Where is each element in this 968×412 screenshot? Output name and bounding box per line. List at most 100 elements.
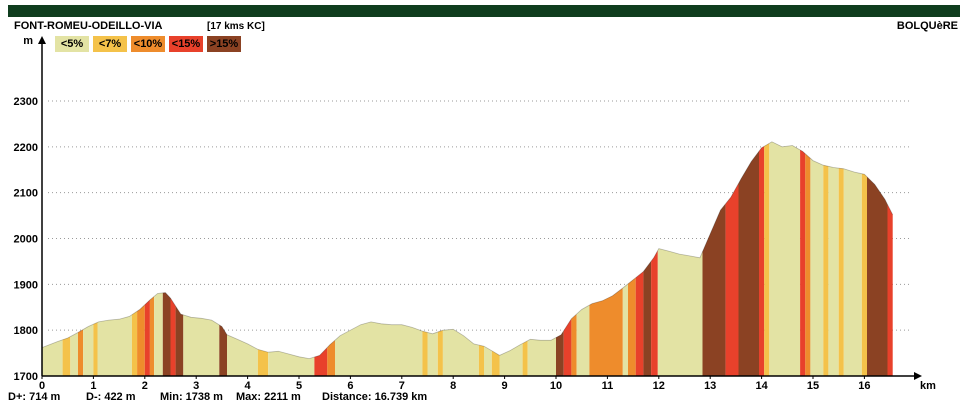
x-tick-label-14: 14	[755, 380, 768, 392]
grade-segment-46	[738, 151, 759, 376]
legend-item-1: <7%	[93, 36, 127, 52]
x-tick-label-7: 7	[399, 380, 405, 392]
grade-segment-34	[563, 318, 572, 376]
x-tick-label-12: 12	[653, 380, 665, 392]
grade-segment-38	[622, 283, 628, 376]
legend-item-4: >15%	[207, 36, 241, 52]
grade-segment-25	[437, 330, 443, 376]
grade-segment-54	[828, 166, 839, 376]
start-location-label: FONT-ROMEU-ODEILLO-VIA	[14, 20, 163, 32]
grade-segment-4	[83, 324, 94, 376]
grade-segment-13	[170, 298, 176, 376]
grade-segment-56	[843, 168, 862, 376]
grade-segment-36	[576, 305, 590, 376]
x-tick-label-3: 3	[193, 380, 199, 392]
x-tick-label-1: 1	[90, 380, 96, 392]
grade-legend: <5% <7% <10% <15% >15%	[55, 36, 241, 52]
grade-segment-7	[131, 311, 138, 376]
x-axis-arrow	[914, 372, 922, 380]
y-tick-label-2100: 2100	[14, 188, 38, 200]
grade-segment-45	[725, 183, 739, 376]
x-tick-label-0: 0	[39, 380, 45, 392]
legend-item-3: <15%	[169, 36, 203, 52]
legend-item-2: <10%	[131, 36, 165, 52]
grade-segment-22	[335, 321, 423, 376]
x-tick-label-10: 10	[550, 380, 562, 392]
x-tick-label-8: 8	[450, 380, 456, 392]
x-tick-label-6: 6	[347, 380, 353, 392]
grade-segment-6	[97, 314, 132, 376]
stat-min-altitude: Min: 1738 m	[160, 391, 223, 403]
grade-segment-12	[162, 292, 171, 376]
grade-segment-28	[484, 346, 492, 376]
x-tick-label-2: 2	[142, 380, 148, 392]
grade-segment-32	[527, 337, 556, 376]
x-tick-label-13: 13	[704, 380, 716, 392]
grade-segment-16	[219, 324, 227, 376]
x-axis-unit-label: km	[920, 380, 936, 392]
grade-segment-26	[442, 329, 479, 376]
grade-segment-11	[154, 292, 163, 376]
grade-segment-21	[327, 340, 335, 376]
grade-segment-14	[175, 306, 184, 376]
grade-segment-9	[144, 299, 150, 376]
grade-segment-42	[651, 250, 658, 376]
grade-segment-19	[268, 351, 315, 376]
x-tick-label-16: 16	[858, 380, 870, 392]
grade-segment-2	[70, 332, 78, 376]
grade-segment-29	[491, 350, 500, 376]
y-tick-label-1700: 1700	[14, 371, 38, 383]
grade-segment-1	[62, 336, 71, 376]
grade-segment-44	[702, 203, 726, 376]
grade-segment-30	[499, 343, 523, 376]
grade-segment-39	[628, 277, 636, 376]
grade-segment-52	[810, 158, 824, 376]
y-tick-label-1800: 1800	[14, 325, 38, 337]
y-tick-label-2000: 2000	[14, 234, 38, 246]
distance-note-label: [17 kms KC]	[207, 21, 265, 32]
profile-outline	[41, 141, 894, 360]
grade-segment-8	[137, 304, 145, 376]
grade-segment-15	[183, 314, 220, 376]
stat-elevation-loss: D-: 422 m	[86, 391, 136, 403]
grade-segment-3	[78, 329, 84, 376]
grade-segment-55	[838, 168, 844, 376]
legend-item-0: <5%	[55, 36, 89, 52]
grade-segment-0	[42, 339, 63, 376]
grade-segment-27	[478, 345, 484, 376]
y-tick-label-2300: 2300	[14, 96, 38, 108]
grade-segment-51	[805, 153, 811, 376]
grade-segment-18	[257, 349, 269, 376]
x-tick-label-15: 15	[807, 380, 819, 392]
grade-segment-58	[867, 176, 888, 376]
grade-segment-20	[314, 347, 328, 376]
stat-max-altitude: Max: 2211 m	[236, 391, 301, 403]
grade-segment-49	[769, 141, 801, 376]
y-tick-label-2200: 2200	[14, 142, 38, 154]
grade-segment-17	[227, 334, 258, 376]
grade-segment-24	[427, 332, 438, 376]
end-location-label: BOLQUèRE	[896, 20, 958, 32]
x-tick-label-11: 11	[602, 380, 614, 392]
grade-segment-37	[589, 288, 623, 376]
x-tick-label-5: 5	[296, 380, 302, 392]
y-axis-arrow	[38, 36, 46, 44]
y-tick-label-1900: 1900	[14, 279, 38, 291]
grade-segment-33	[556, 330, 564, 376]
grade-segment-41	[643, 261, 652, 376]
grade-segment-43	[657, 248, 703, 376]
x-tick-label-4: 4	[245, 380, 252, 392]
grade-segment-50	[800, 149, 806, 376]
grade-segment-40	[635, 271, 644, 376]
grade-segment-23	[422, 331, 428, 376]
x-tick-label-9: 9	[502, 380, 508, 392]
grade-segment-47	[759, 146, 765, 376]
grade-segment-5	[93, 322, 98, 376]
grade-segment-57	[861, 173, 867, 376]
grade-segment-35	[571, 314, 577, 376]
y-axis-unit-label: m	[23, 35, 33, 47]
grade-segment-10	[149, 296, 155, 376]
grade-segment-48	[764, 143, 770, 376]
top-color-band	[8, 5, 960, 17]
